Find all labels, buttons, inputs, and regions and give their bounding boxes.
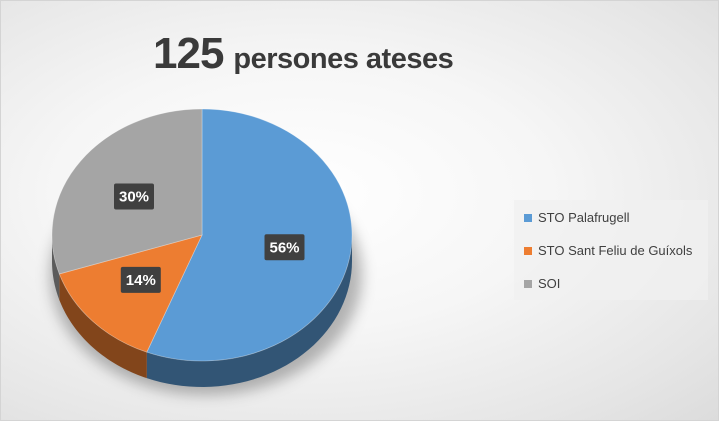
legend: STO Palafrugell STO Sant Feliu de Guíxol… — [514, 200, 708, 300]
legend-item-soi: SOI — [524, 276, 560, 291]
data-label-text: 30% — [119, 189, 149, 206]
title-text: persones ateses — [233, 43, 454, 75]
pie-slice-side-1 — [59, 273, 147, 379]
legend-swatch — [524, 246, 532, 255]
legend-label: SOI — [538, 276, 561, 291]
chart-title: 125 persones ateses — [153, 29, 454, 79]
title-number: 125 — [153, 29, 224, 78]
data-label-2: 30% — [114, 183, 154, 210]
legend-item-sto-palafrugell: STO Palafrugell — [524, 210, 630, 225]
data-label-text: 56% — [269, 239, 299, 256]
legend-item-sto-sant-feliu: STO Sant Feliu de Guíxols — [524, 243, 692, 258]
pie-slice-side-0 — [146, 235, 352, 387]
data-label-text: 14% — [126, 272, 156, 289]
pie-slice-1 — [58, 234, 203, 353]
legend-label: STO Sant Feliu de Guíxols — [538, 243, 693, 258]
data-label-0: 56% — [264, 234, 305, 261]
data-label-1: 14% — [120, 266, 161, 293]
pie-slice-0 — [146, 108, 353, 362]
pie-slice-side-2 — [52, 235, 60, 300]
legend-swatch — [524, 279, 532, 288]
legend-swatch — [524, 213, 532, 222]
legend-label: STO Palafrugell — [538, 210, 630, 225]
